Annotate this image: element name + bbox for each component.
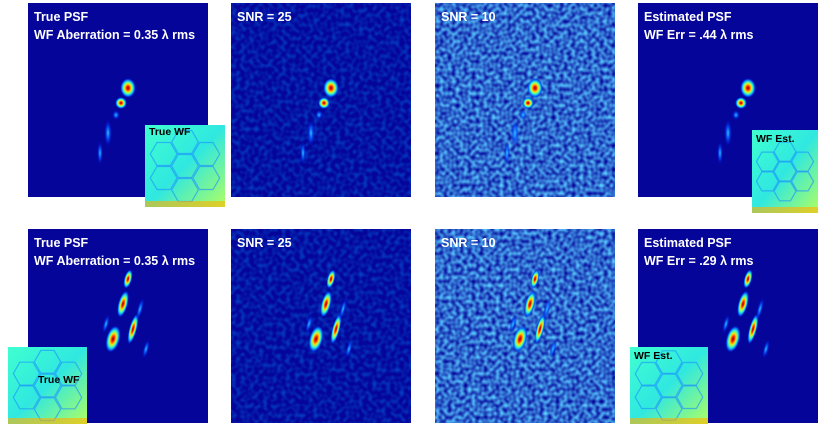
figure: True PSF WF Aberration = 0.35 λ rms True W… — [0, 0, 818, 426]
inset-edge — [145, 201, 225, 207]
panel-label: SNR = 25 — [237, 236, 292, 250]
panel-label: True PSF — [34, 10, 89, 24]
psf-spot — [732, 110, 740, 120]
inset-label: WF Est. — [756, 133, 795, 145]
inset-edge — [630, 418, 708, 424]
psf-spot — [112, 110, 120, 120]
psf-spot — [511, 119, 519, 147]
inset-label: True WF — [149, 126, 191, 138]
panel-label: True PSF — [34, 236, 89, 250]
psf-spot — [504, 141, 510, 165]
psf-spot — [527, 78, 543, 98]
psf-spot — [318, 97, 330, 109]
panel: SNR = 25 — [231, 3, 411, 197]
inset-edge — [8, 418, 87, 424]
panel: True PSF WF Aberration = 0.35 λ rms True W… — [28, 3, 225, 207]
noise — [231, 229, 411, 423]
psf-spot — [735, 97, 747, 109]
page: PSF panels {"rows": [ [ {"lines": ["True… — [0, 0, 818, 426]
psf-spot — [740, 78, 756, 98]
noise — [435, 229, 615, 423]
psf-spot — [323, 78, 339, 98]
psf-spot — [120, 78, 136, 98]
panel-label: WF Aberration = 0.35 λ rms — [34, 254, 195, 268]
panel-label: Estimated PSF — [644, 10, 732, 24]
panel: Estimated PSF WF Err = .44 λ rms WF Est. — [638, 3, 818, 213]
body: True PSF WF Aberration = 0.35 λ rms True W… — [0, 0, 818, 426]
panel: True PSF WF Aberration = 0.35 λ rms True W… — [8, 229, 208, 424]
panel-label: SNR = 10 — [441, 10, 496, 24]
psf-spot — [717, 141, 723, 165]
psf-spot — [104, 119, 112, 147]
inset-label: True WF — [38, 374, 80, 386]
panel: Estimated PSF WF Err = .29 λ rms WF Est. — [630, 229, 818, 424]
psf-spot — [307, 119, 315, 147]
panel-label: WF Err = .29 λ rms — [644, 254, 753, 268]
psf-spot — [97, 141, 103, 165]
inset-label: WF Est. — [634, 350, 673, 362]
panel: SNR = 25 — [231, 229, 411, 423]
panel-label: SNR = 10 — [441, 236, 496, 250]
panel-label: Estimated PSF — [644, 236, 732, 250]
psf-spot — [300, 141, 306, 165]
psf-spot — [724, 119, 732, 147]
psf-spot — [519, 110, 527, 120]
psf-spot — [115, 97, 127, 109]
panel-label: SNR = 25 — [237, 10, 292, 24]
panel: SNR = 10 — [435, 3, 615, 197]
psf-spot — [315, 110, 323, 120]
panel-label: WF Err = .44 λ rms — [644, 28, 753, 42]
inset-edge — [752, 207, 818, 213]
panel-label: WF Aberration = 0.35 λ rms — [34, 28, 195, 42]
panel: SNR = 10 — [435, 229, 615, 423]
psf-spot — [522, 97, 534, 109]
